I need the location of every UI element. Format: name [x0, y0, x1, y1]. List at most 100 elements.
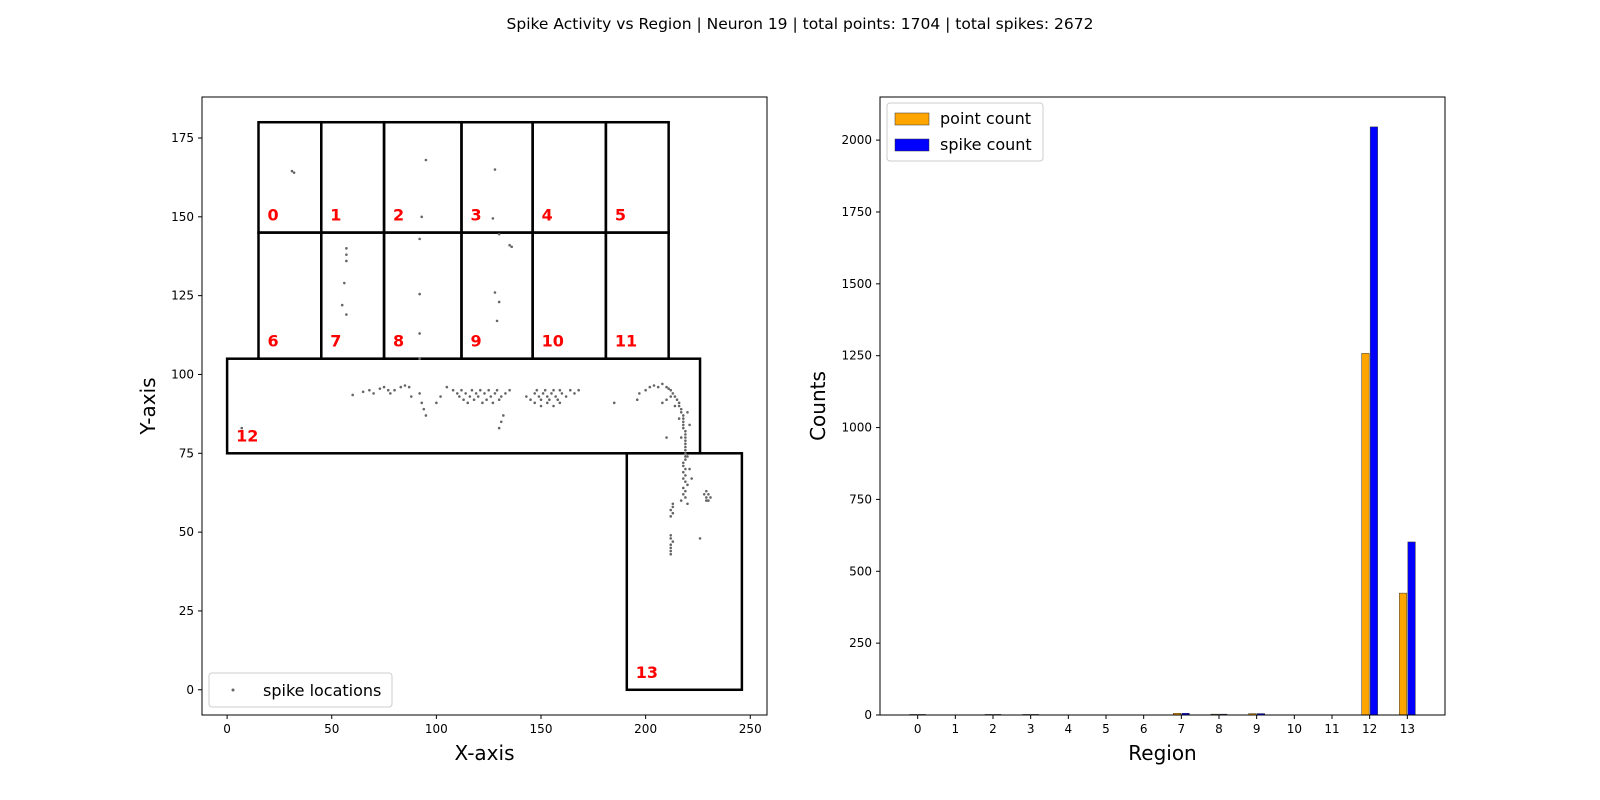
spike-point	[686, 455, 689, 458]
bar-frame	[879, 96, 1446, 716]
spike-point	[424, 158, 428, 162]
spike-point	[476, 395, 480, 398]
spike-point	[351, 393, 354, 397]
spike-point	[669, 549, 673, 553]
legend-swatch-point-count	[894, 112, 930, 126]
spike-point	[418, 357, 421, 361]
y-tick-label: 175	[171, 131, 194, 145]
spike-point	[681, 492, 685, 496]
bar-point-count-12	[1361, 353, 1370, 716]
x-tick-label: 150	[530, 722, 553, 736]
region-label-11: 11	[615, 332, 637, 351]
spike-point	[673, 404, 677, 408]
spike-point	[707, 499, 710, 502]
spike-point	[458, 395, 461, 398]
bar-point-count-13	[1399, 592, 1408, 716]
region-label-10: 10	[542, 332, 564, 351]
spike-point	[556, 398, 560, 401]
spike-point	[671, 392, 675, 395]
spike-point	[669, 552, 673, 556]
spike-point	[665, 385, 668, 389]
spike-point	[409, 395, 413, 398]
scatter-frame	[201, 96, 768, 716]
legend-label-point-count: point count	[940, 109, 1031, 128]
y-tick-label: 50	[179, 525, 194, 539]
x-tick-label: 1	[952, 722, 960, 736]
spike-point	[669, 395, 673, 398]
spike-point	[481, 401, 484, 405]
spike-point	[681, 423, 685, 427]
x-tick-label: 200	[634, 722, 657, 736]
figure-title: Spike Activity vs Region | Neuron 19 | t…	[507, 15, 1094, 33]
spike-point	[669, 508, 673, 512]
spike-point	[493, 291, 497, 294]
spike-point	[499, 420, 503, 424]
legend-box	[208, 672, 393, 708]
spike-point	[684, 458, 687, 461]
spike-point	[393, 388, 396, 392]
spike-point	[451, 388, 455, 392]
spike-point	[684, 496, 687, 499]
y-axis-label: Y-axis	[136, 377, 160, 435]
spike-point	[545, 401, 549, 405]
spike-point	[564, 395, 568, 398]
spike-point	[502, 414, 505, 417]
x-tick-label: 9	[1253, 722, 1261, 736]
y-tick-label: 500	[849, 564, 872, 578]
x-tick-label: 0	[223, 722, 231, 736]
spike-point	[677, 401, 681, 405]
spike-point	[537, 395, 541, 398]
spike-point	[558, 388, 562, 392]
legend-label-spike-count: spike count	[940, 135, 1032, 154]
spike-point	[665, 436, 668, 439]
spike-point	[489, 395, 493, 398]
region-box-13	[625, 452, 744, 692]
spike-point	[688, 467, 691, 471]
spike-point	[499, 395, 503, 398]
spike-point	[656, 385, 660, 389]
spike-point	[702, 492, 706, 496]
spike-point	[635, 398, 639, 401]
spike-point	[483, 392, 486, 395]
spike-point	[681, 414, 685, 417]
legend-marker-spike-locations	[231, 688, 235, 692]
x-tick-label: 5	[1102, 722, 1110, 736]
legend-swatch-spike-count	[894, 138, 930, 152]
y-tick-label: 1250	[841, 349, 872, 363]
spike-point	[491, 401, 495, 405]
spike-point	[675, 398, 679, 401]
spike-point	[345, 259, 348, 263]
spike-point	[533, 392, 537, 395]
spike-point	[661, 401, 664, 405]
spike-point	[399, 385, 403, 389]
y-tick-label: 25	[179, 604, 194, 618]
spike-point	[345, 253, 348, 256]
spike-point	[529, 398, 532, 401]
spike-point	[407, 385, 411, 389]
spike-point	[669, 388, 673, 392]
spike-point	[679, 407, 683, 411]
spike-point	[707, 492, 710, 496]
region-label-8: 8	[393, 332, 404, 351]
y-tick-label: 1000	[841, 421, 872, 435]
spike-point	[684, 451, 687, 455]
spike-point	[420, 215, 424, 219]
spike-point	[671, 502, 675, 506]
spike-point	[424, 414, 428, 417]
spike-point	[493, 168, 497, 171]
y-tick-label: 100	[171, 367, 194, 381]
spike-point	[493, 392, 497, 395]
spike-point	[525, 395, 528, 398]
spike-point	[497, 426, 501, 430]
spike-point	[240, 426, 244, 430]
spike-point	[552, 388, 555, 392]
spike-point	[679, 436, 683, 439]
spike-point	[705, 499, 708, 502]
spike-point	[543, 388, 547, 392]
spike-point	[573, 392, 576, 395]
spike-point	[445, 385, 449, 389]
x-tick-label: 7	[1178, 722, 1186, 736]
spike-point	[342, 281, 346, 285]
spike-point	[497, 300, 501, 304]
